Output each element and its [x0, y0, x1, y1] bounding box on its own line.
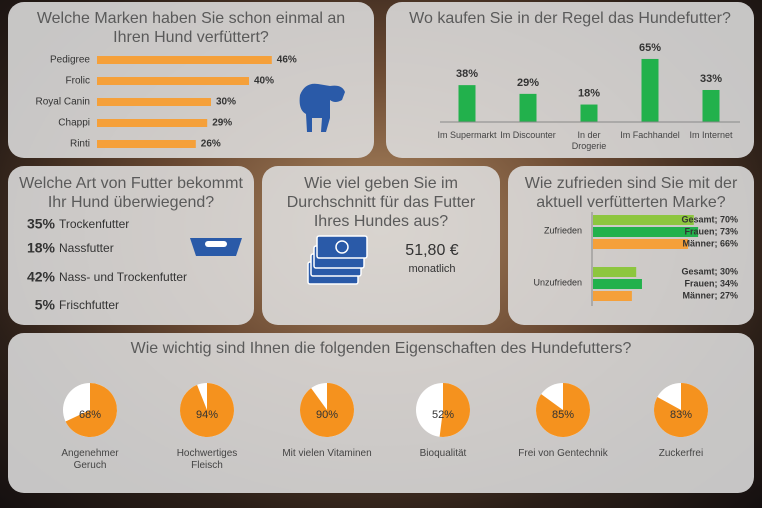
- money-icon: [307, 235, 368, 285]
- category-label: Bioqualität: [419, 448, 467, 459]
- bar: [97, 119, 208, 127]
- dog-icon: [299, 83, 345, 132]
- category-label: Angenehmer Geruch: [61, 448, 119, 471]
- bar: [593, 291, 632, 301]
- x-tick-label: Im Supermarkt: [437, 130, 497, 140]
- category-label: Zufrieden: [544, 225, 582, 235]
- pie-sector: [654, 383, 708, 437]
- pie-sector: [300, 383, 355, 437]
- bar: [593, 215, 694, 225]
- panel: [262, 166, 500, 325]
- share-label: Frischfutter: [59, 298, 119, 312]
- value-label: Frauen; 34%: [684, 278, 738, 288]
- value-label: Frauen; 73%: [684, 226, 738, 236]
- x-tick-label: Im Discounter: [500, 130, 556, 140]
- bar: [458, 85, 476, 122]
- category-label: Mit vielen Vitaminen: [282, 448, 372, 459]
- panel-title: Welche Art von Futter bekommt Ihr Hund ü…: [19, 175, 243, 211]
- chart-title: Wie wichtig sind Ihnen die folgenden Eig…: [130, 340, 632, 357]
- category-label: Pedigree: [50, 55, 90, 66]
- share-value: 42%: [27, 269, 56, 285]
- bar: [97, 98, 211, 106]
- value-label: 18%: [578, 87, 600, 99]
- pie-sector: [65, 383, 118, 437]
- pie-sector: [536, 383, 590, 437]
- share-label: Nassfutter: [59, 241, 114, 255]
- period: monatlich: [408, 263, 455, 275]
- category-label: Rinti: [70, 139, 90, 150]
- bar: [702, 89, 720, 122]
- bar: [97, 77, 249, 85]
- category-label: Zuckerfrei: [658, 448, 704, 459]
- category-label: Frei von Gentechnik: [518, 448, 608, 459]
- bar: [593, 227, 699, 237]
- category-label: Chappi: [58, 118, 90, 129]
- value-label: 30%: [216, 97, 236, 108]
- pie-sector: [439, 383, 470, 437]
- share-value: 5%: [35, 297, 56, 313]
- amount: 51,80 €: [405, 242, 458, 259]
- category-label: Royal Canin: [36, 97, 90, 108]
- panel: [386, 2, 754, 158]
- share-value: 35%: [27, 216, 56, 232]
- share-label: Trockenfutter: [59, 217, 129, 231]
- value-label: Männer; 66%: [682, 238, 738, 248]
- value-label: 85%: [552, 409, 574, 421]
- x-tick-label: In der Drogerie: [571, 130, 607, 151]
- value-label: 38%: [456, 68, 478, 80]
- bowl-icon: [190, 238, 242, 256]
- value-label: Gesamt; 70%: [681, 214, 738, 224]
- x-tick-label: Im Fachhandel: [620, 130, 680, 140]
- share-value: 18%: [27, 240, 56, 256]
- bar: [593, 279, 642, 289]
- value-label: Männer; 27%: [682, 290, 738, 300]
- pie-sector: [179, 383, 234, 438]
- bar: [97, 56, 272, 64]
- value-label: 29%: [517, 77, 539, 89]
- bar: [593, 267, 637, 277]
- share-label: Nass- und Trockenfutter: [59, 270, 187, 284]
- bar: [641, 58, 659, 122]
- value-label: 83%: [670, 409, 692, 421]
- value-label: 68%: [79, 409, 101, 421]
- value-label: 46%: [277, 55, 297, 66]
- value-label: 65%: [639, 42, 661, 54]
- value-label: Gesamt; 30%: [681, 266, 738, 276]
- chart-title: Wo kaufen Sie in der Regel das Hundefutt…: [409, 10, 731, 27]
- category-label: Frolic: [66, 76, 90, 87]
- value-label: 40%: [254, 76, 274, 87]
- bar: [97, 140, 196, 148]
- value-label: 26%: [201, 139, 221, 150]
- value-label: 52%: [432, 409, 454, 421]
- panel-title: Wie viel geben Sie im Durchschnitt für d…: [286, 175, 476, 230]
- panel: [8, 333, 754, 493]
- value-label: 94%: [196, 409, 218, 421]
- chart-title: Wie zufrieden sind Sie mit der aktuell v…: [524, 175, 738, 211]
- value-label: 90%: [316, 409, 338, 421]
- chart-title: Welche Marken haben Sie schon einmal an …: [36, 10, 346, 46]
- bar: [519, 93, 537, 122]
- category-label: Hochwertiges Fleisch: [176, 448, 238, 471]
- category-label: Unzufrieden: [533, 277, 582, 287]
- value-label: 33%: [700, 73, 722, 85]
- bar: [593, 239, 689, 249]
- value-label: 29%: [212, 118, 232, 129]
- x-tick-label: Im Internet: [689, 130, 733, 140]
- bar: [580, 104, 598, 122]
